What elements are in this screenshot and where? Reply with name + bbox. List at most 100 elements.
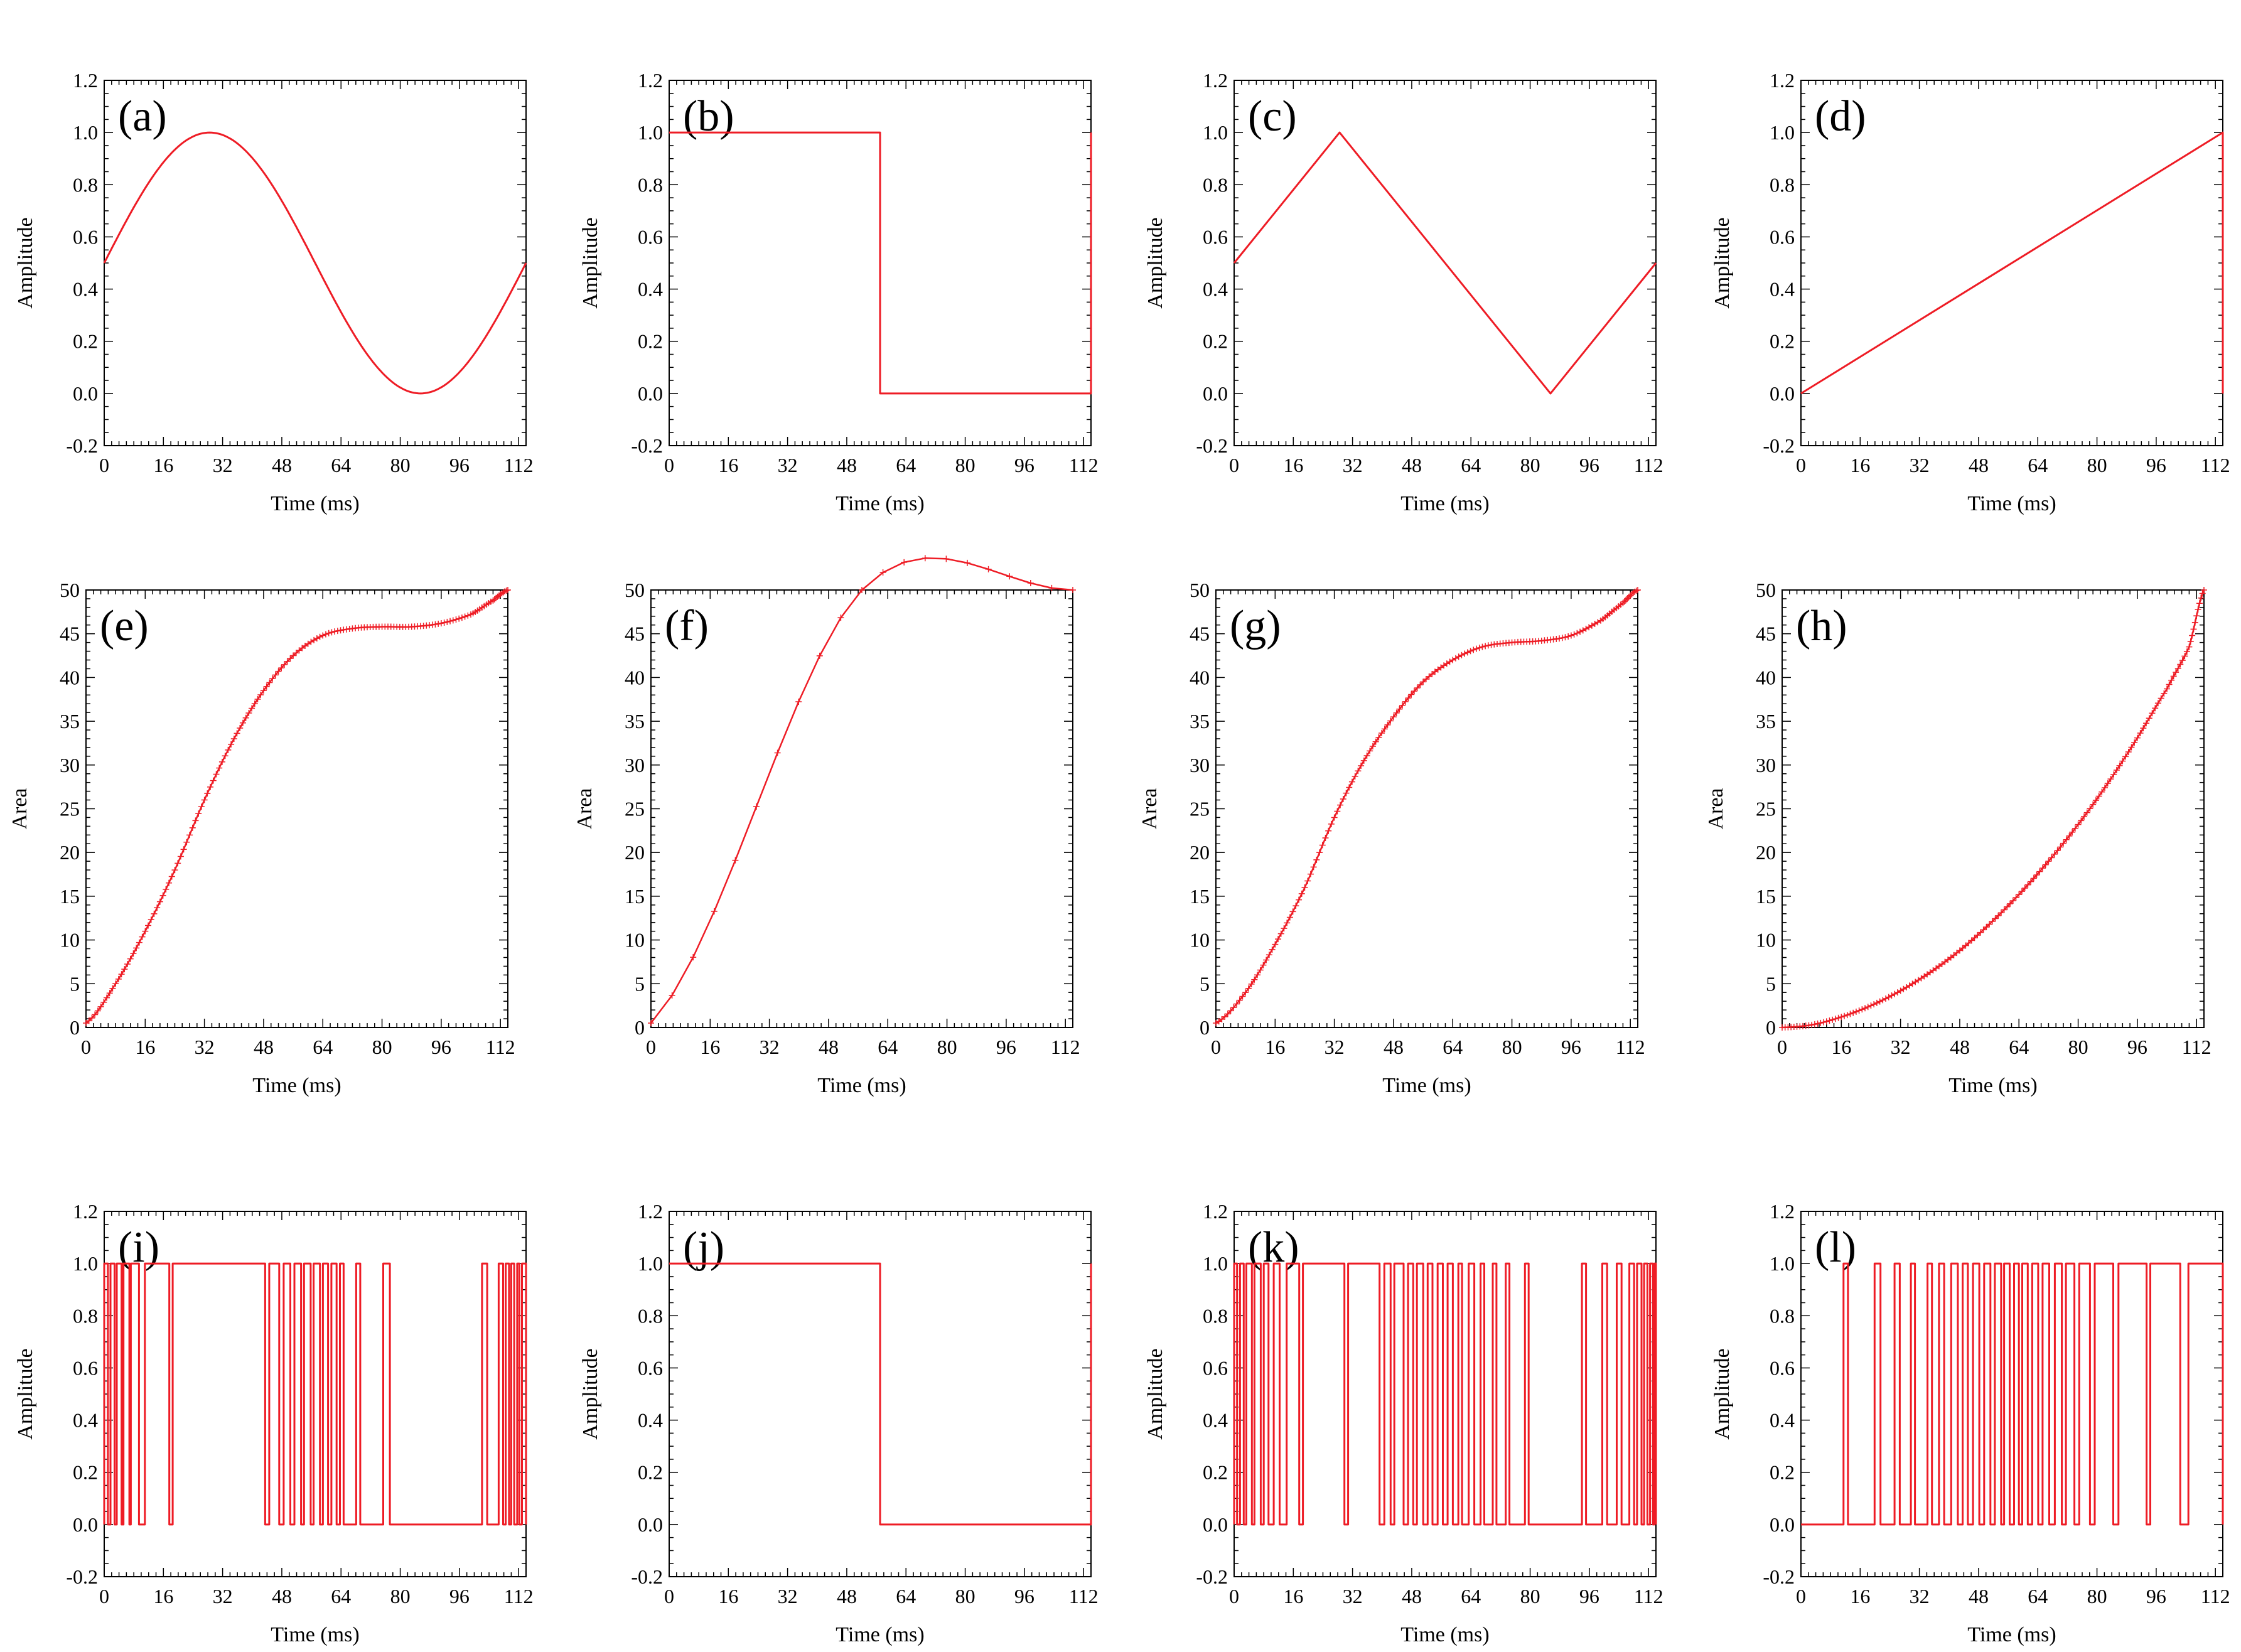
data-point	[1461, 650, 1468, 657]
data-point	[175, 860, 181, 867]
x-axis-label: Time (ms)	[1400, 1623, 1489, 1646]
data-point	[1363, 752, 1370, 759]
data-point	[2018, 888, 2025, 895]
data-point	[130, 950, 137, 957]
panel-c: 0 16 32 48 64 80 96 112 -0.2 0.0 0.2 0.4 0.6 0.8 1.0 1.…	[1144, 69, 1663, 515]
x-tick-label: 80	[390, 454, 411, 476]
data-point	[89, 1014, 95, 1021]
y-axis-label: Area	[573, 788, 596, 829]
y-tick-label: 1.2	[1203, 69, 1228, 92]
data-point	[1304, 877, 1311, 884]
data-point	[1328, 820, 1335, 827]
data-point	[2060, 840, 2066, 847]
data-point	[1986, 921, 1993, 928]
x-tick-label: 32	[1910, 454, 1930, 476]
data-point	[2081, 813, 2088, 820]
data-point	[1343, 790, 1350, 796]
data-point	[337, 627, 344, 634]
data-point	[1586, 624, 1593, 631]
data-point	[1275, 936, 1282, 943]
series-markers	[83, 587, 511, 1027]
panel-l: 0 16 32 48 64 80 96 112 -0.2 0.0 0.2 0.4 0.6 0.8 1.0 1.…	[1711, 1200, 2230, 1646]
y-tick-label: 45	[60, 623, 80, 645]
x-tick-label: 64	[313, 1036, 333, 1058]
x-tick-label: 112	[1616, 1036, 1645, 1058]
x-tick-label: 96	[449, 454, 470, 476]
x-tick-label: 96	[431, 1036, 451, 1058]
x-tick-label: 16	[153, 454, 173, 476]
y-tick-label: 0.2	[638, 1461, 663, 1484]
data-point	[458, 614, 465, 621]
data-point	[1559, 635, 1566, 641]
panel-i: 0 16 32 48 64 80 96 112 -0.2 0.0 0.2 0.4 0.6 0.8 1.0 1.…	[14, 1200, 534, 1646]
data-point	[1579, 627, 1586, 634]
data-point	[1997, 909, 2004, 916]
y-tick-label: 45	[1190, 623, 1210, 645]
y-tick-label: 35	[60, 710, 80, 732]
data-point	[1873, 999, 1880, 1006]
data-point	[2174, 665, 2181, 672]
data-point	[2045, 858, 2052, 865]
data-point	[1473, 645, 1480, 652]
x-axis-label: Time (ms)	[836, 492, 924, 515]
y-tick-label: 0.0	[73, 382, 98, 405]
data-point	[1340, 796, 1346, 803]
data-point	[1307, 871, 1314, 877]
data-point	[1574, 630, 1581, 636]
data-point	[269, 675, 276, 682]
data-point	[1838, 1014, 1845, 1021]
data-point	[1337, 802, 1344, 808]
x-tick-label: 48	[1402, 1585, 1422, 1607]
data-point	[1553, 635, 1560, 642]
x-tick-label: 0	[99, 454, 109, 476]
y-tick-label: -0.2	[631, 1565, 663, 1588]
y-tick-label: 15	[60, 885, 80, 908]
y-tick-label: 0.6	[1203, 1356, 1228, 1379]
data-point	[257, 692, 264, 699]
y-tick-label: 1.0	[638, 1252, 663, 1275]
data-point	[118, 971, 125, 978]
data-point	[180, 846, 187, 853]
y-tick-label: -0.2	[1196, 1565, 1228, 1588]
data-point	[1856, 1007, 1862, 1014]
data-point	[2104, 780, 2111, 787]
panel-k: 0 16 32 48 64 80 96 112 -0.2 0.0 0.2 0.4 0.6 0.8 1.0 1.…	[1144, 1200, 1663, 1646]
y-tick-label: 10	[60, 929, 80, 952]
x-tick-label: 32	[1343, 1585, 1363, 1607]
data-point	[1224, 1011, 1231, 1017]
data-point	[166, 879, 173, 886]
data-point	[245, 710, 252, 717]
data-point	[1384, 721, 1391, 728]
data-point	[218, 758, 225, 765]
data-point	[325, 630, 332, 636]
data-point	[2177, 661, 2184, 668]
y-tick-label: 25	[625, 798, 645, 820]
data-point	[1289, 908, 1296, 915]
data-point	[465, 612, 471, 619]
data-point	[1230, 1004, 1237, 1011]
y-axis-label: Amplitude	[579, 217, 602, 308]
data-point	[1381, 726, 1388, 732]
y-tick-label: 0.4	[73, 278, 98, 301]
y-tick-label: 20	[1190, 841, 1210, 864]
data-point	[1239, 993, 1246, 1000]
data-point	[985, 566, 992, 572]
data-point	[92, 1011, 99, 1018]
y-tick-label: 5	[635, 972, 645, 995]
x-axis-label: Time (ms)	[1967, 1623, 2056, 1646]
x-tick-label: 48	[1969, 454, 1989, 476]
data-point	[260, 687, 267, 694]
x-tick-label: 16	[1283, 454, 1303, 476]
data-point	[2146, 715, 2152, 722]
y-tick-label: 0.8	[638, 1304, 663, 1327]
data-point	[1989, 918, 1996, 925]
y-tick-label: 25	[1190, 798, 1210, 820]
data-point	[1266, 952, 1272, 958]
x-tick-label: 0	[646, 1036, 656, 1058]
data-point	[2092, 797, 2099, 804]
data-point	[275, 668, 282, 675]
data-point	[1378, 730, 1385, 736]
x-tick-label: 96	[2127, 1036, 2147, 1058]
panel-label: (h)	[1796, 602, 1847, 650]
